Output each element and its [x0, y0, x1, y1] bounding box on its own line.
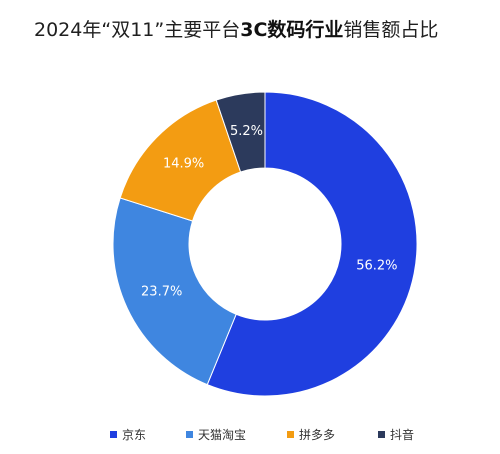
chart-title-part-1: 2024年“双11”主要平台	[34, 19, 241, 41]
slice-douyin	[215, 91, 266, 173]
legend-label-pinduoduo: 拼多多	[299, 427, 336, 442]
chart-legend: 京东 天猫淘宝 拼多多 抖音	[0, 424, 500, 444]
slice-label-douyin: 5.2%	[230, 124, 263, 139]
legend-label-douyin: 抖音	[390, 427, 415, 442]
legend-item-douyin: 抖音	[378, 424, 414, 444]
slice-tmall-taobao	[112, 197, 237, 386]
chart-title-part-2: 3C数码行业	[240, 19, 344, 41]
chart-title: 2024年“双11”主要平台3C数码行业销售额占比	[34, 17, 438, 43]
legend-label-jd: 京东	[122, 427, 147, 442]
legend-swatch-pinduoduo	[287, 430, 294, 438]
slice-jd	[206, 91, 418, 397]
legend-item-pinduoduo: 拼多多	[287, 424, 335, 444]
legend-item-jd: 京东	[110, 424, 146, 444]
slice-label-jd: 56.2%	[356, 259, 397, 274]
slice-label-tmall-taobao: 23.7%	[141, 285, 182, 300]
legend-label-tmall-taobao: 天猫淘宝	[198, 427, 247, 442]
slice-label-pinduoduo: 14.9%	[163, 157, 204, 172]
chart-title-part-3: 销售额占比	[343, 19, 439, 41]
legend-swatch-douyin	[378, 430, 385, 438]
legend-swatch-tmall-taobao	[186, 430, 193, 438]
legend-swatch-jd	[110, 430, 117, 438]
legend-item-tmall-taobao: 天猫淘宝	[186, 424, 246, 444]
